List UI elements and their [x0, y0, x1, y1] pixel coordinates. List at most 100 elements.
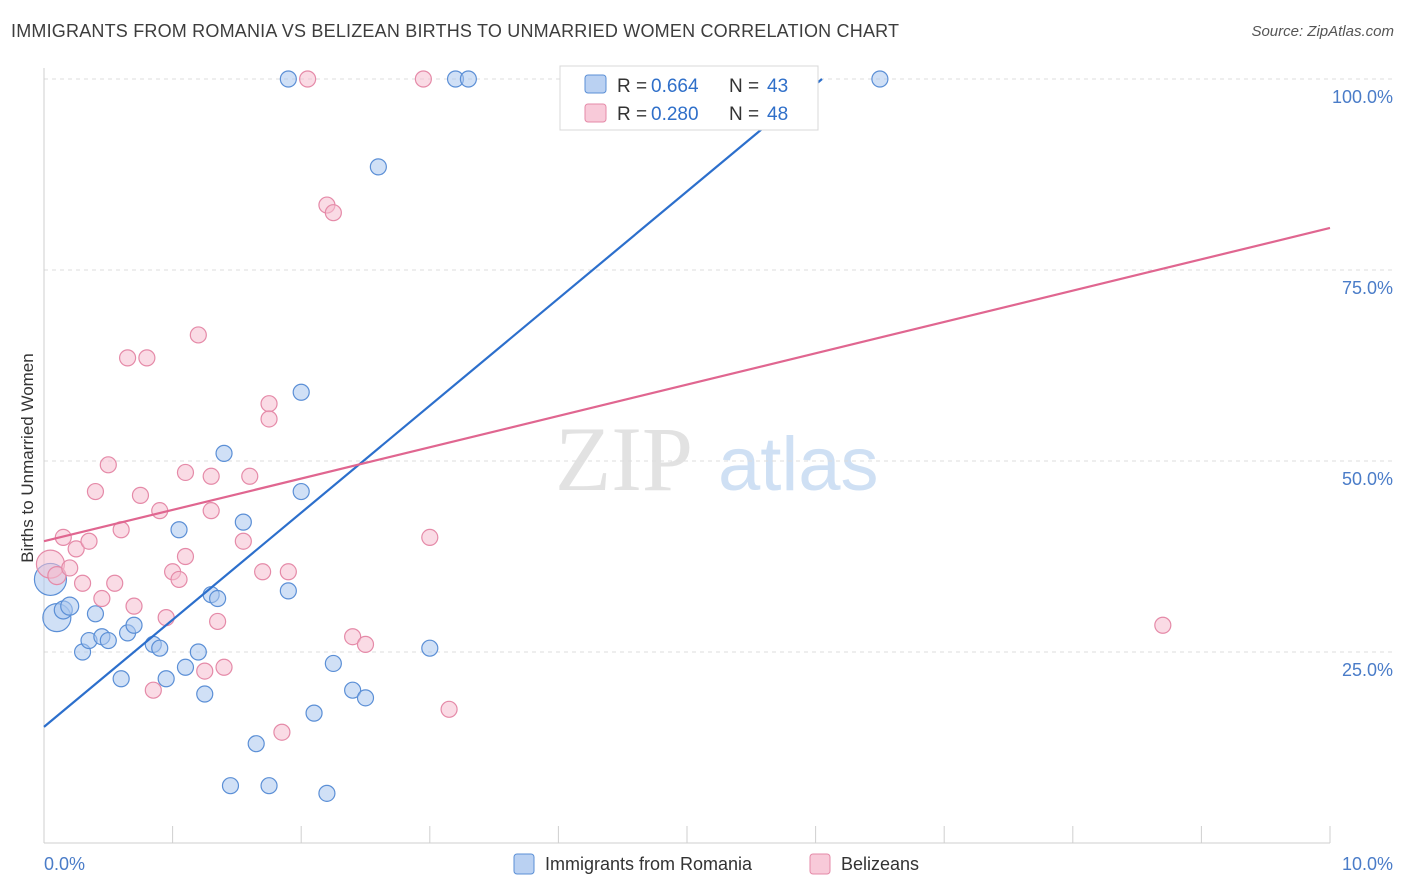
- point-romania: [112, 670, 130, 688]
- point-romania: [318, 784, 336, 802]
- point-romania: [369, 158, 387, 176]
- point-belizeans: [344, 628, 362, 646]
- point-romania: [421, 639, 439, 657]
- point-romania: [279, 70, 297, 88]
- legend-n-label-belizeans: N =: [729, 104, 759, 125]
- point-belizeans: [440, 700, 458, 718]
- point-romania: [60, 596, 80, 616]
- y-tick-label: 100.0%: [1332, 87, 1393, 107]
- point-belizeans: [1154, 616, 1172, 634]
- point-romania: [871, 70, 889, 88]
- stats-legend: R = 0.664 N = 43 R = 0.280 N = 48: [559, 65, 819, 131]
- watermark-zip: ZIP: [555, 408, 693, 510]
- point-belizeans: [215, 658, 233, 676]
- point-romania: [305, 704, 323, 722]
- point-romania: [292, 383, 310, 401]
- point-belizeans: [157, 609, 175, 627]
- trend-line-romania: [43, 78, 823, 728]
- point-romania: [215, 444, 233, 462]
- point-romania: [260, 777, 278, 795]
- trend-lines: [43, 78, 1331, 728]
- series-legend-swatch-belizeans[interactable]: [809, 853, 831, 875]
- point-belizeans: [170, 570, 188, 589]
- point-belizeans: [138, 349, 156, 367]
- y-tick-labels: 25.0% 50.0% 75.0% 100.0%: [1332, 87, 1393, 680]
- point-belizeans: [93, 589, 111, 608]
- gridlines: [44, 78, 1392, 653]
- point-belizeans: [80, 532, 98, 550]
- axes: [43, 68, 1331, 844]
- point-belizeans: [99, 456, 117, 474]
- point-belizeans: [414, 70, 432, 88]
- series-legend-label-belizeans[interactable]: Belizeans: [841, 854, 919, 874]
- point-belizeans: [118, 349, 137, 367]
- point-belizeans: [106, 574, 124, 592]
- point-belizeans: [260, 410, 278, 428]
- point-belizeans: [131, 486, 150, 504]
- point-belizeans: [144, 681, 162, 699]
- series-legend-swatch-romania[interactable]: [513, 853, 535, 875]
- y-axis-label: Births to Unmarried Women: [18, 353, 37, 562]
- legend-swatch-belizeans: [584, 103, 607, 123]
- point-romania: [344, 681, 362, 699]
- point-belizeans: [254, 563, 272, 581]
- legend-swatch-romania: [584, 74, 607, 94]
- point-romania: [157, 670, 175, 688]
- point-belizeans: [421, 528, 439, 547]
- point-belizeans: [202, 467, 220, 485]
- trend-line-belizeans: [43, 226, 1331, 543]
- point-romania: [99, 631, 117, 650]
- point-belizeans: [273, 723, 291, 741]
- legend-n-value-romania: 43: [767, 76, 788, 97]
- point-romania: [279, 582, 297, 600]
- point-belizeans: [61, 559, 79, 577]
- point-belizeans: [176, 463, 195, 482]
- source-credit: Source: ZipAtlas.com: [1251, 23, 1394, 40]
- legend-r-value-belizeans: 0.280: [651, 104, 699, 125]
- point-romania: [356, 689, 375, 707]
- point-romania: [176, 658, 195, 676]
- y-tick-label: 50.0%: [1342, 469, 1393, 489]
- chart-title: IMMIGRANTS FROM ROMANIA VS BELIZEAN BIRT…: [11, 21, 900, 41]
- point-romania: [234, 513, 252, 531]
- series-legend-label-romania[interactable]: Immigrants from Romania: [545, 854, 753, 874]
- point-belizeans: [260, 395, 278, 413]
- x-tick-label: 10.0%: [1342, 854, 1393, 874]
- point-romania: [324, 654, 342, 673]
- x-tick-label: 0.0%: [44, 854, 85, 874]
- point-romania: [196, 685, 214, 703]
- point-belizeans: [299, 70, 317, 88]
- point-belizeans: [234, 532, 252, 550]
- point-romania: [86, 605, 105, 623]
- point-belizeans: [86, 482, 105, 501]
- point-belizeans: [202, 502, 220, 520]
- point-belizeans: [279, 563, 297, 581]
- point-belizeans: [196, 662, 214, 680]
- point-romania: [459, 70, 477, 88]
- point-romania: [247, 735, 265, 753]
- point-romania: [151, 639, 169, 657]
- point-belizeans: [324, 204, 342, 222]
- watermark: ZIP atlas: [555, 408, 879, 510]
- point-romania: [209, 589, 227, 608]
- y-tick-label: 75.0%: [1342, 278, 1393, 298]
- legend-n-value-belizeans: 48: [767, 104, 788, 125]
- point-romania: [221, 777, 240, 795]
- point-belizeans: [189, 326, 207, 344]
- point-romania: [125, 616, 143, 634]
- point-belizeans: [209, 612, 227, 631]
- point-belizeans: [356, 635, 375, 653]
- point-belizeans: [125, 597, 143, 615]
- y-tick-label: 25.0%: [1342, 660, 1393, 680]
- point-romania: [292, 482, 310, 501]
- point-romania: [170, 521, 188, 539]
- series-legend[interactable]: Immigrants from Romania Belizeans: [513, 853, 919, 875]
- point-romania: [189, 643, 207, 661]
- point-belizeans: [176, 547, 195, 566]
- legend-r-label-belizeans: R =: [617, 104, 647, 125]
- x-tick-labels: 0.0% 10.0%: [44, 854, 1393, 874]
- watermark-atlas: atlas: [718, 422, 879, 507]
- legend-n-label-romania: N =: [729, 76, 759, 97]
- point-belizeans: [241, 467, 259, 485]
